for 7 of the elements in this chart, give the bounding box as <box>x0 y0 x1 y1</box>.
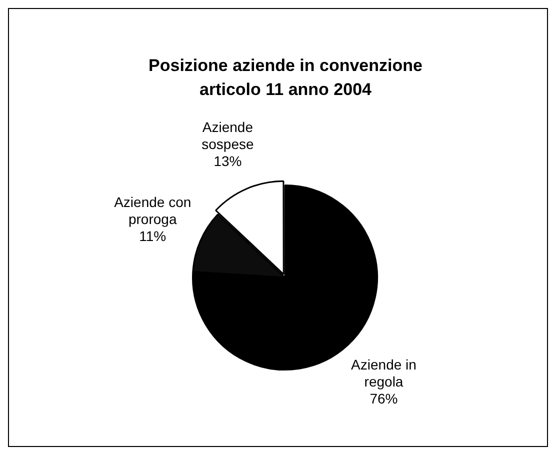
chart-title: Posizione aziende in convenzione articolo 11 anno 2004 <box>148 55 424 101</box>
slice-label: Aziende in regola <box>351 356 416 390</box>
data-label: 13% <box>214 152 242 169</box>
slice-label: Aziende con proroga <box>114 194 192 228</box>
data-label: 76% <box>370 390 398 407</box>
slice-label: Aziende sospese <box>202 118 254 152</box>
data-label: 11% <box>139 228 166 244</box>
